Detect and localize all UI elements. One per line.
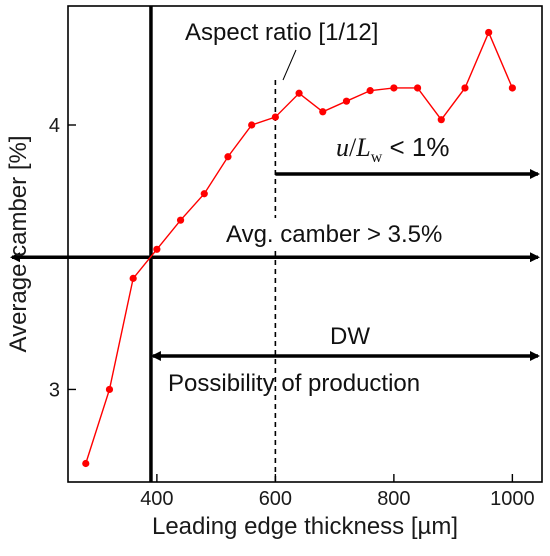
- x-tick-label: 600: [259, 488, 292, 510]
- data-point: [129, 274, 137, 282]
- data-point: [82, 459, 90, 468]
- avg-camber-text-bg: [222, 218, 522, 248]
- data-point: [413, 84, 422, 92]
- x-tick-label: 400: [140, 488, 173, 510]
- y-tick-label: 4: [49, 115, 60, 137]
- data-point: [271, 113, 279, 121]
- data-point: [295, 89, 303, 97]
- u-lw-label: u/Lw < 1%: [336, 132, 449, 166]
- data-point: [461, 84, 469, 92]
- data-point: [437, 116, 445, 124]
- data-point: [390, 84, 398, 92]
- axis-ticks: 400 600 800 1000 3 4: [49, 115, 535, 510]
- aspect-ratio-label: Aspect ratio [1/12]: [185, 19, 378, 46]
- data-point: [176, 216, 185, 224]
- x-axis-label: Leading edge thickness [µm]: [152, 513, 458, 540]
- dw-label: DW: [330, 323, 370, 350]
- data-point: [485, 28, 493, 37]
- data-point: [153, 245, 161, 253]
- aspect-ratio-leader: [282, 49, 297, 81]
- y-axis-label: Average camber [%]: [5, 136, 32, 353]
- y-tick-label: 3: [49, 379, 60, 401]
- aspect-ratio-text-bg: [182, 14, 450, 46]
- data-point: [200, 190, 208, 198]
- data-point: [248, 121, 256, 129]
- x-tick-label: 800: [377, 488, 410, 510]
- data-point: [508, 84, 516, 92]
- production-label: Possibility of production: [168, 370, 420, 397]
- series-points: [82, 28, 516, 468]
- data-point: [105, 385, 114, 394]
- data-point: [342, 97, 351, 105]
- data-point: [366, 87, 374, 95]
- x-tick-label: 1000: [490, 488, 535, 510]
- plot-frame: [67, 5, 543, 483]
- data-point: [224, 153, 232, 161]
- data-point: [319, 108, 327, 116]
- avg-camber-label: Avg. camber > 3.5%: [226, 221, 442, 248]
